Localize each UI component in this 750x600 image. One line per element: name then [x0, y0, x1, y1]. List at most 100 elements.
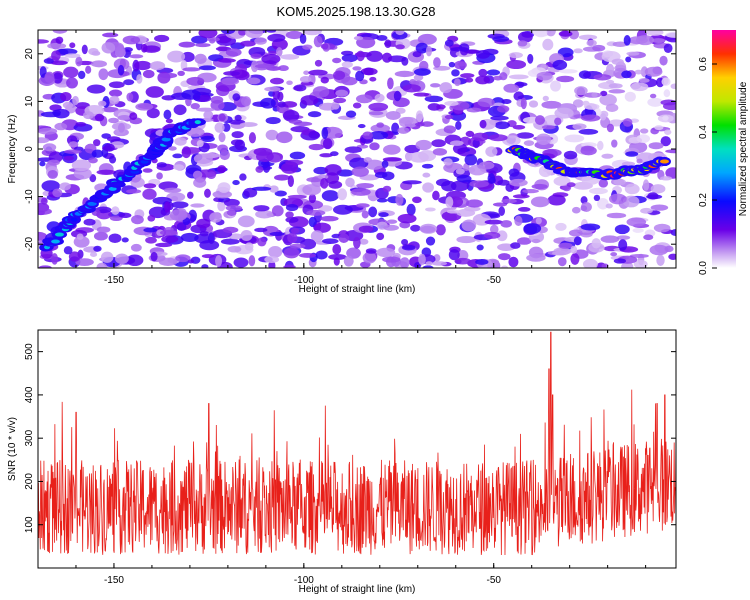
heatmap-cell [173, 164, 185, 171]
heatmap-cell [315, 250, 328, 260]
heatmap-cell [452, 143, 468, 155]
heatmap-cell [82, 111, 95, 120]
heatmap-cell [243, 187, 258, 198]
heatmap-cell [227, 245, 242, 253]
heatmap-cell [277, 101, 286, 108]
heatmap-cell [526, 254, 546, 262]
heatmap-cell [182, 67, 201, 72]
heatmap-cell [64, 53, 81, 58]
heatmap-cell [55, 36, 64, 44]
heatmap-cell [77, 70, 86, 80]
heatmap-cell [508, 74, 529, 80]
heatmap-cell [558, 69, 578, 74]
heatmap-cell [345, 177, 355, 188]
heatmap-cell [421, 163, 434, 169]
heatmap-cell [563, 150, 578, 160]
heatmap-cell [558, 242, 573, 249]
heatmap-cell [409, 151, 429, 163]
heatmap-trace-core [194, 120, 201, 125]
heatmap-cell [88, 157, 98, 164]
heatmap-cell [66, 77, 78, 89]
heatmap-cell [636, 158, 643, 164]
heatmap-cell [648, 142, 664, 150]
heatmap-cell [291, 227, 300, 234]
x-tick-label: -50 [486, 275, 501, 286]
heatmap-cell [536, 133, 552, 145]
heatmap-cell [642, 179, 650, 191]
heatmap-cell [172, 153, 183, 159]
heatmap-cell [76, 233, 84, 240]
heatmap-cell [159, 229, 178, 236]
heatmap-cell [611, 58, 624, 65]
x-tick-label: -150 [104, 575, 124, 586]
heatmap-cell [578, 34, 598, 41]
heatmap-cell [640, 207, 653, 214]
heatmap-cell [199, 239, 220, 251]
heatmap-cell [501, 198, 517, 204]
heatmap-cell [513, 91, 524, 101]
heatmap-cell [282, 109, 300, 122]
heatmap-cell [593, 194, 601, 202]
heatmap-cell [362, 252, 377, 264]
heatmap-cell [250, 53, 262, 59]
heatmap-cell [322, 138, 333, 150]
heatmap-cell [341, 54, 358, 63]
heatmap-cell [142, 188, 157, 200]
heatmap-cell [308, 131, 320, 139]
heatmap-cell [435, 224, 446, 236]
heatmap-cell [499, 72, 508, 81]
heatmap-cell [302, 184, 322, 196]
heatmap-cell [469, 180, 489, 188]
heatmap-cell [606, 212, 627, 219]
heatmap-cell [88, 47, 99, 56]
heatmap-cell [57, 48, 78, 55]
snr-x-ticks: -150 -100 -50 [37, 330, 647, 586]
heatmap-cell [321, 127, 329, 139]
heatmap-cell [441, 211, 462, 222]
heatmap-cell [90, 252, 98, 257]
heatmap-cell [592, 44, 606, 52]
heatmap-cell [553, 176, 571, 186]
heatmap-cell [516, 132, 534, 139]
heatmap-cell [187, 191, 194, 199]
heatmap-cell [226, 209, 237, 216]
heatmap-cell [457, 250, 469, 261]
heatmap-cell [212, 190, 233, 199]
heatmap-cell [285, 159, 304, 166]
heatmap-cell [578, 128, 599, 135]
heatmap-cell [663, 89, 671, 98]
heatmap-cell [486, 69, 501, 76]
heatmap-cell [158, 257, 178, 267]
heatmap-cell [492, 35, 510, 42]
heatmap-cell [663, 43, 673, 54]
heatmap-cell [402, 180, 422, 185]
heatmap-cell [647, 192, 659, 200]
heatmap-cell [613, 258, 627, 264]
heatmap-cell [509, 178, 528, 187]
heatmap-cell [113, 58, 130, 71]
heatmap-cell [287, 175, 294, 187]
heatmap-cell [108, 81, 125, 89]
heatmap-cell [353, 236, 361, 249]
heatmap-cell [378, 212, 389, 218]
y-tick-label: 100 [24, 516, 35, 533]
heatmap-cell [536, 71, 553, 81]
heatmap-cell [395, 30, 405, 36]
heatmap-cell [369, 76, 377, 82]
heatmap-cell [197, 94, 212, 103]
heatmap-cell [193, 177, 207, 188]
heatmap-cell [382, 185, 392, 193]
heatmap-cell [91, 149, 104, 158]
heatmap-cell [415, 42, 429, 54]
heatmap-cell [75, 121, 87, 127]
heatmap-cell [224, 198, 240, 207]
heatmap-cell [460, 73, 475, 78]
heatmap-cell [320, 76, 329, 84]
heatmap-cell [90, 60, 107, 68]
heatmap-cell [190, 203, 205, 208]
heatmap-cell [422, 265, 434, 268]
heatmap-cell [319, 153, 333, 158]
heatmap-cell [64, 149, 82, 154]
heatmap-cell [465, 130, 475, 138]
snr-x-label: Height of straight line (km) [299, 584, 416, 595]
